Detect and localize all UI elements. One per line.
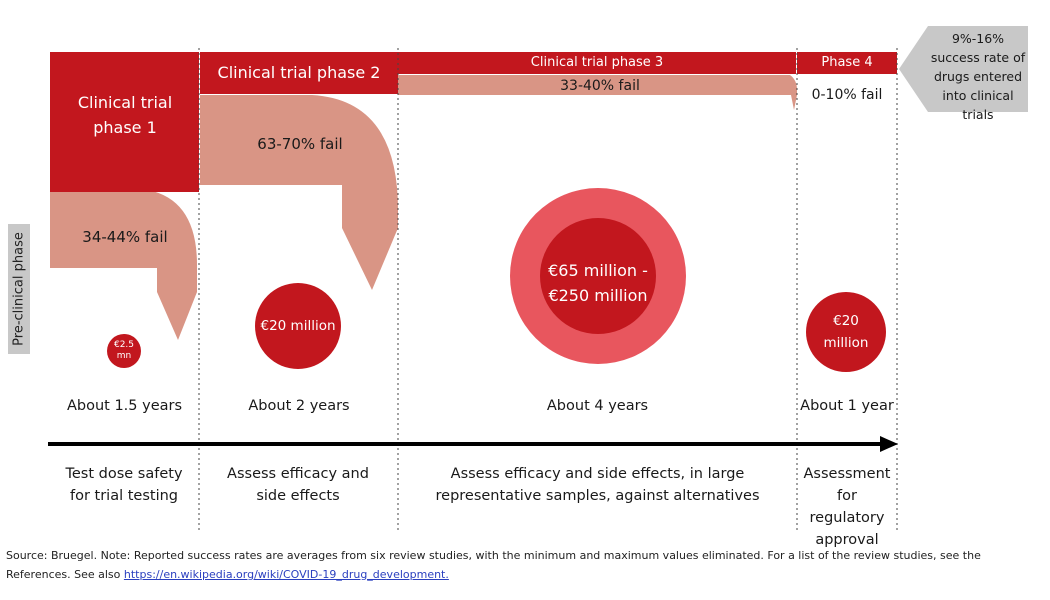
phase4-duration: About 1 year — [800, 398, 894, 414]
phase3-duration: About 4 years — [546, 398, 649, 414]
phase4-bar — [797, 52, 897, 74]
phase2-cost: €20 million — [260, 318, 336, 334]
phase1-cost-circle — [107, 334, 141, 368]
phase2-cost-circle — [255, 283, 341, 369]
phase3-cost: €65 million - €250 million — [548, 261, 648, 305]
success-rate-note: 9%-16% success rate of drugs entered int… — [930, 31, 1026, 122]
phase1-bar — [50, 52, 199, 192]
phase3-title: Clinical trial phase 3 — [530, 55, 664, 70]
phase1-purpose: Test dose safety for trial testing — [65, 466, 183, 504]
phase3-fail-arrow — [398, 75, 797, 110]
phase2-fail-rate: 63-70% fail — [257, 135, 343, 153]
phase2-duration: About 2 years — [248, 398, 350, 414]
preclinical-bar — [8, 224, 30, 354]
phase1-fail-rate: 34-44% fail — [82, 228, 168, 246]
phase2-title: Clinical trial phase 2 — [217, 63, 381, 82]
phase4-fail-rate: 0-10% fail — [811, 87, 883, 103]
phase4-purpose: Assessment for regulatory approval — [803, 466, 891, 548]
phase4-cost-circle — [806, 292, 886, 372]
timeline-arrowhead — [880, 436, 898, 452]
wikipedia-link[interactable]: https://en.wikipedia.org/wiki/COVID-19_d… — [123, 568, 449, 581]
phase3-purpose: Assess efficacy and side effects, in lar… — [435, 466, 760, 504]
phase2-bar — [200, 52, 398, 94]
phase1-title: Clinical trial phase 1 — [77, 93, 173, 137]
source-note-text: Source: Bruegel. Note: Reported success … — [6, 549, 981, 581]
preclinical-label: Pre-clinical phase — [12, 232, 27, 346]
phase3-bar — [398, 52, 796, 74]
phase3-cost-circle-inner — [540, 218, 656, 334]
phase2-purpose: Assess efficacy and side effects — [227, 466, 369, 504]
phase1-duration: About 1.5 years — [66, 398, 183, 414]
phase2-fail-arrow — [200, 95, 398, 290]
phase1-cost: €2.5 mn — [113, 340, 135, 361]
success-arrow-shape — [899, 26, 1028, 112]
phase4-cost: €20 million — [823, 313, 869, 351]
phase1-fail-arrow — [50, 190, 197, 340]
phase4-title: Phase 4 — [821, 55, 873, 70]
source-note: Source: Bruegel. Note: Reported success … — [6, 546, 1046, 584]
phase3-fail-rate: 33-40% fail — [560, 78, 640, 94]
phase-dividers — [198, 48, 898, 532]
